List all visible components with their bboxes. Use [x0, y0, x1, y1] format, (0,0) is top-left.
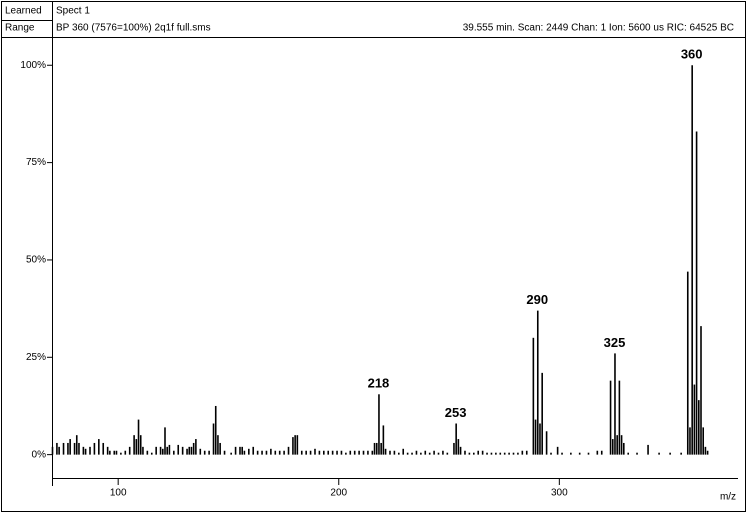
- y-tick-label: 75%: [26, 157, 46, 168]
- header-range: Range: [5, 23, 35, 34]
- header-learned: Learned: [5, 6, 42, 17]
- peak-label: 360: [681, 47, 703, 62]
- peak-label: 218: [368, 376, 390, 391]
- peak-label: 325: [604, 335, 626, 350]
- y-tick-label: 0%: [32, 449, 47, 460]
- x-tick-label: 300: [551, 488, 568, 499]
- header-file: BP 360 (7576=100%) 2q1f full.sms: [56, 23, 211, 34]
- header-scan: 39.555 min. Scan: 2449 Chan: 1 Ion: 5600…: [463, 23, 734, 34]
- y-tick-label: 50%: [26, 255, 46, 266]
- x-axis-label: m/z: [720, 492, 736, 503]
- y-tick-label: 100%: [20, 60, 46, 71]
- peak-label: 253: [445, 405, 467, 420]
- peak-label: 290: [526, 292, 548, 307]
- x-tick-label: 200: [330, 488, 347, 499]
- header-spect: Spect 1: [56, 6, 90, 17]
- y-tick-label: 25%: [26, 352, 46, 363]
- x-tick-label: 100: [110, 488, 127, 499]
